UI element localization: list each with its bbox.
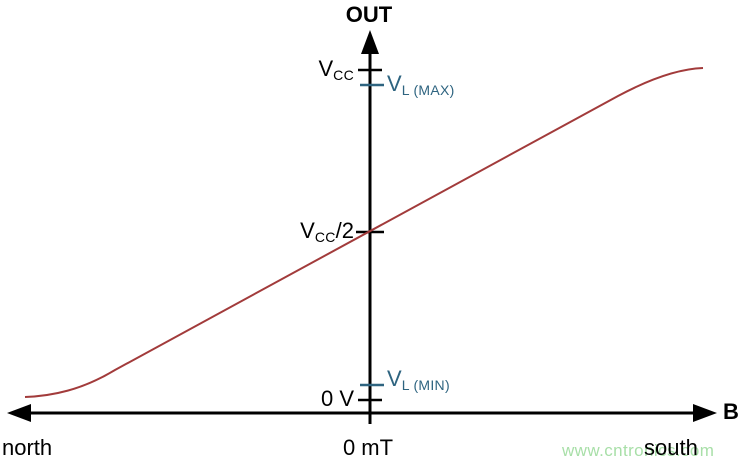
tick-text-main: 0 V <box>320 386 354 411</box>
y-tick-label-vcc-half: VCC/2 <box>248 218 354 245</box>
watermark-text: www.cntronics.com <box>562 441 715 460</box>
up-arrowhead-icon <box>361 30 379 54</box>
tick-text-main: V <box>387 71 402 96</box>
tick-text-suffix: /2 <box>335 218 354 243</box>
tick-text-main: V <box>300 218 315 243</box>
y-tick-label-zero-volt: 0 V <box>280 386 354 413</box>
tick-text-main: V <box>387 366 402 391</box>
x-label-north: north <box>2 435 53 460</box>
y-axis-title: OUT <box>345 2 393 27</box>
left-arrowhead-icon <box>7 404 31 422</box>
x-label-zero-mt: 0 mT <box>342 435 394 460</box>
x-axis-title: B <box>723 399 739 424</box>
y-limit-label-vl-min: VL (MIN) <box>387 366 450 393</box>
x-label-south: south <box>644 435 698 460</box>
y-limit-label-vl-max: VL (MAX) <box>387 71 455 98</box>
tick-text-main: V <box>318 56 334 81</box>
y-tick-label-vcc: VCC <box>268 56 354 83</box>
tick-text-sub: CC <box>314 229 336 245</box>
transfer-curve <box>24 67 704 398</box>
tick-text-sub: CC <box>333 67 354 83</box>
tick-text-sub: L (MIN) <box>401 377 450 393</box>
tick-text-sub: L (MAX) <box>401 82 455 98</box>
right-arrowhead-icon <box>693 404 717 422</box>
